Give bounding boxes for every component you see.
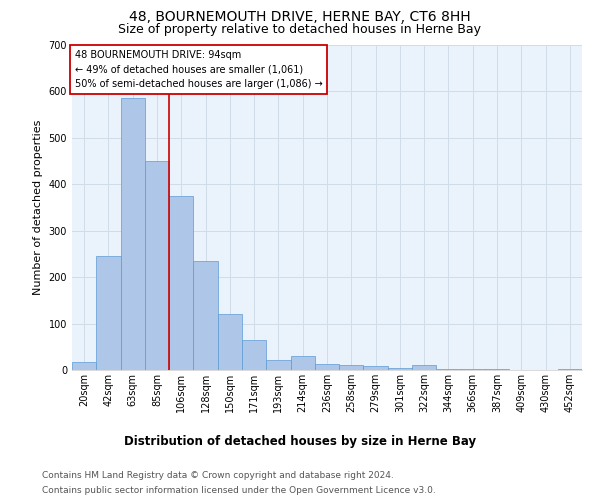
Bar [72, 362, 96, 370]
Bar [485, 369, 509, 370]
Bar [266, 360, 290, 370]
Bar [388, 368, 412, 370]
Bar [315, 364, 339, 370]
Text: Contains public sector information licensed under the Open Government Licence v3: Contains public sector information licen… [42, 486, 436, 495]
Bar [242, 340, 266, 370]
Bar [218, 314, 242, 370]
Bar [169, 196, 193, 370]
Bar [290, 356, 315, 370]
Text: Contains HM Land Registry data © Crown copyright and database right 2024.: Contains HM Land Registry data © Crown c… [42, 471, 394, 480]
Text: 48, BOURNEMOUTH DRIVE, HERNE BAY, CT6 8HH: 48, BOURNEMOUTH DRIVE, HERNE BAY, CT6 8H… [129, 10, 471, 24]
Bar [364, 366, 388, 370]
Bar [461, 368, 485, 370]
Text: Size of property relative to detached houses in Herne Bay: Size of property relative to detached ho… [119, 22, 482, 36]
Bar [96, 256, 121, 370]
Bar [145, 161, 169, 370]
Bar [339, 366, 364, 370]
Bar [121, 98, 145, 370]
Bar [436, 368, 461, 370]
Bar [558, 369, 582, 370]
Bar [412, 366, 436, 370]
Y-axis label: Number of detached properties: Number of detached properties [33, 120, 43, 295]
Text: Distribution of detached houses by size in Herne Bay: Distribution of detached houses by size … [124, 435, 476, 448]
Bar [193, 261, 218, 370]
Text: 48 BOURNEMOUTH DRIVE: 94sqm
← 49% of detached houses are smaller (1,061)
50% of : 48 BOURNEMOUTH DRIVE: 94sqm ← 49% of det… [74, 50, 322, 90]
